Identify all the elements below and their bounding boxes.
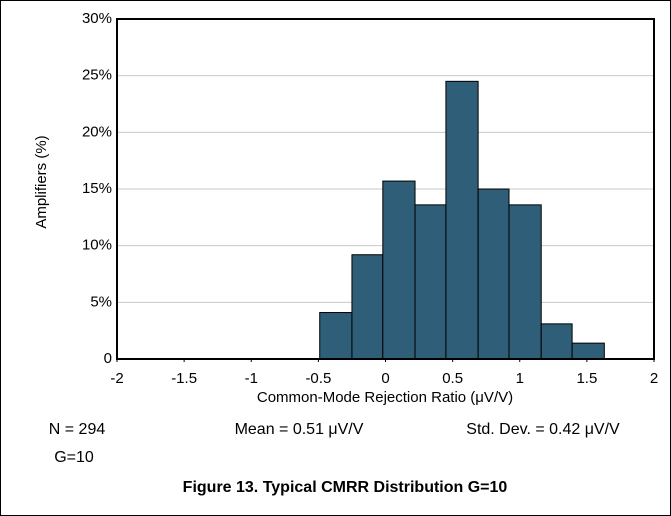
y-tick-label: 30% [82, 10, 112, 27]
x-tick-label: -1 [245, 370, 258, 387]
y-tick-label: 20% [82, 123, 112, 140]
bar [540, 323, 573, 360]
bar [351, 254, 384, 360]
y-axis-label: Amplifiers (%) [33, 135, 50, 228]
x-axis-label: Common-Mode Rejection Ratio (μV/V) [257, 389, 513, 406]
annotation: Std. Dev. = 0.42 μV/V [466, 421, 620, 438]
x-tick-label: -0.5 [305, 370, 331, 387]
x-tick-label: 0.5 [442, 370, 463, 387]
y-tick-label: 0 [104, 350, 112, 367]
x-tick-label: -2 [110, 370, 123, 387]
bar [445, 80, 479, 360]
plot-border [116, 18, 655, 360]
annotation: Mean = 0.51 μV/V [235, 421, 364, 438]
bar [508, 204, 542, 360]
bar [477, 188, 510, 360]
x-tick-label: 1.5 [576, 370, 597, 387]
y-tick-label: 10% [82, 237, 112, 254]
x-tick-label: 2 [650, 370, 658, 387]
x-tick-label: 1 [516, 370, 524, 387]
y-tick-label: 15% [82, 180, 112, 197]
annotation: N = 294 [49, 421, 106, 438]
caption: Figure 13. Typical CMRR Distribution G=1… [183, 479, 508, 496]
bar [382, 180, 416, 360]
x-tick-label: 0 [381, 370, 389, 387]
y-tick-label: 5% [90, 293, 112, 310]
y-tick-label: 25% [82, 67, 112, 84]
x-tick-label: -1.5 [171, 370, 197, 387]
annotation: G=10 [54, 449, 94, 466]
bar [319, 312, 353, 360]
bar [414, 204, 447, 360]
bar [571, 342, 605, 360]
